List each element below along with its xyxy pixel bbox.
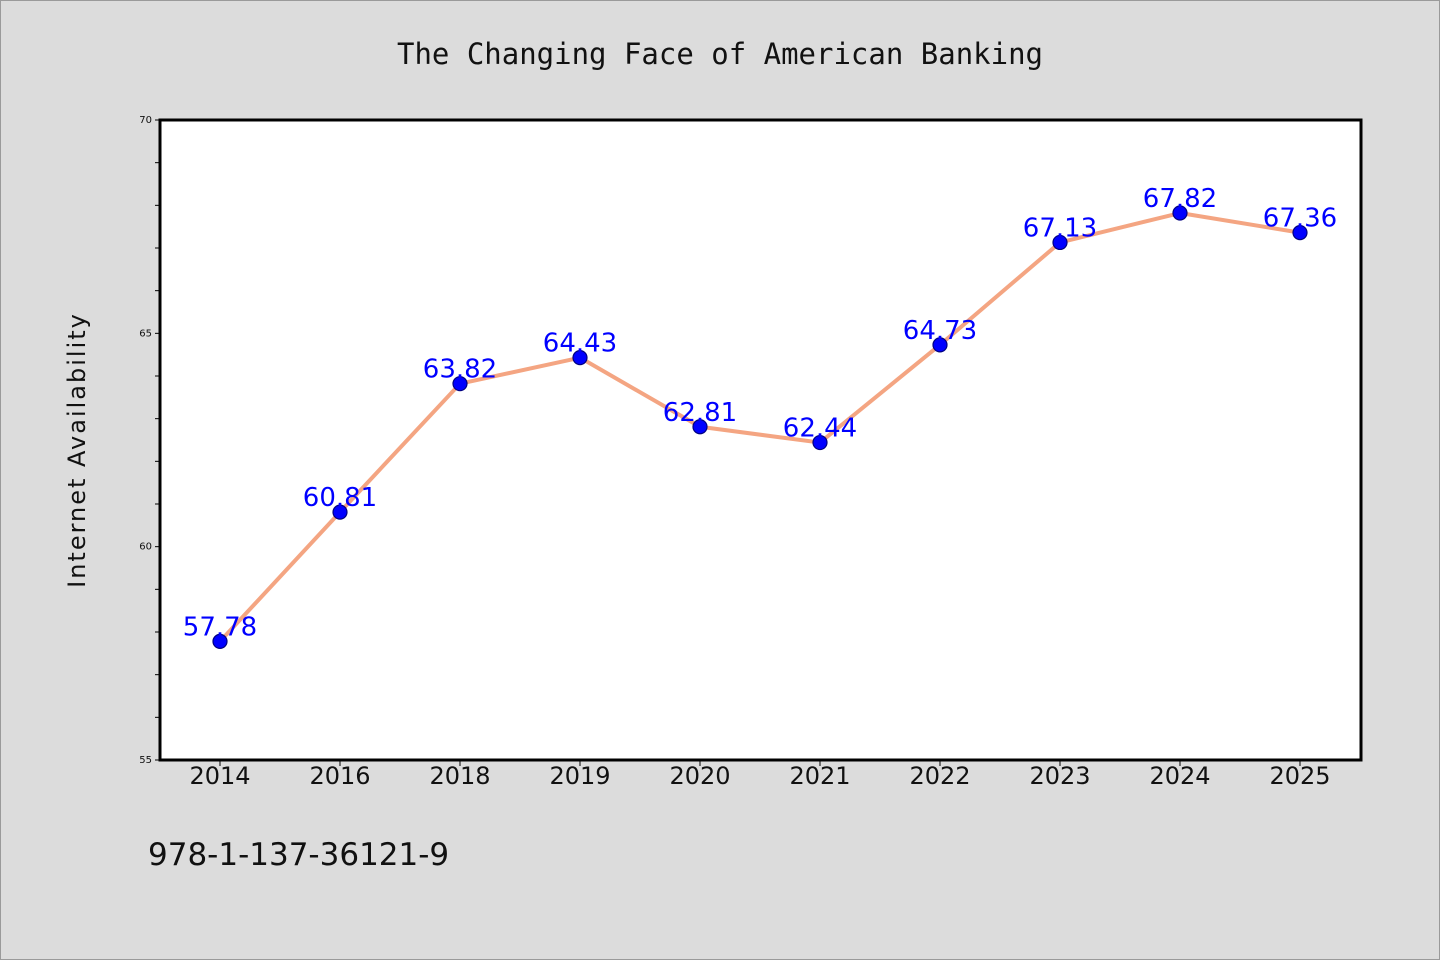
data-point [332,504,348,520]
y-tick-label: 60 [139,542,152,553]
y-tick-label: 70 [139,115,152,126]
data-point [1292,225,1308,241]
plot-area [158,118,1363,762]
data-labels: 57.78 60.81 63.82 64.43 62.81 62.44 64.73 67.13… [183,184,1337,642]
data-label: 64.73 [903,316,977,346]
data-label: 62.81 [663,398,737,428]
y-tick-label: 55 [139,755,152,766]
y-axis: 55 60 65 70 [139,115,160,766]
x-tick-label: 2016 [309,762,370,790]
series-line [218,211,1302,644]
data-point [1172,205,1188,221]
data-label: 64.43 [543,329,617,359]
data-label: 60.81 [303,483,377,513]
series-group [212,205,1308,649]
x-axis: 2014 2016 2018 2019 2020 2021 2022 2023 2024 2025 [189,760,1331,790]
x-tick-label: 2021 [789,762,850,790]
x-tick-label: 2022 [909,762,970,790]
x-tick-label: 2024 [1149,762,1210,790]
data-point [212,633,228,649]
chart-title: The Changing Face of American Banking [397,37,1043,71]
data-point [932,337,948,353]
y-tick-label: 65 [139,328,152,339]
data-label: 67.36 [1263,204,1337,234]
data-point [692,419,708,435]
data-label: 62.44 [783,414,857,444]
data-point [1052,234,1068,251]
data-label: 57.78 [183,612,257,642]
x-tick-label: 2014 [189,762,250,790]
x-tick-label: 2020 [669,762,730,790]
data-label: 67.13 [1023,213,1097,243]
x-tick-label: 2019 [549,762,610,790]
data-point [812,434,828,451]
footer-code: 978-1-137-36121-9 [148,837,449,873]
x-tick-label: 2023 [1029,762,1090,790]
data-label: 63.82 [423,355,497,385]
data-point [452,376,468,392]
x-tick-label: 2025 [1269,762,1330,790]
data-label: 67.82 [1143,184,1217,214]
y-axis-label: Internet Availability [63,312,91,588]
data-point [572,350,588,366]
x-tick-label: 2018 [429,762,490,790]
